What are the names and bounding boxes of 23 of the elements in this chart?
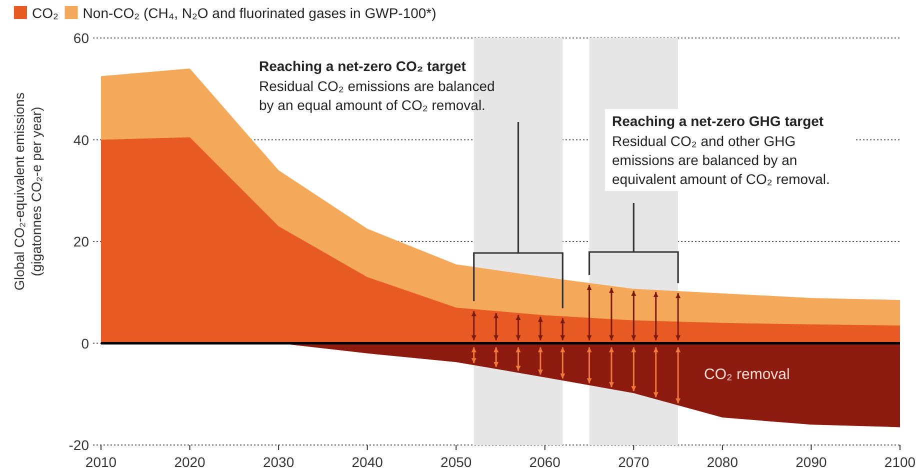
annotation: Reaching a net-zero CO₂ target bbox=[259, 58, 466, 74]
x-tick-label: 2100 bbox=[884, 454, 916, 470]
x-tick-label: 2010 bbox=[85, 454, 117, 470]
y-tick-label: 40 bbox=[73, 132, 90, 148]
x-tick-label: 2020 bbox=[174, 454, 206, 470]
annotation: Reaching a net-zero GHG target bbox=[612, 113, 824, 129]
legend-label: CO₂ bbox=[32, 5, 58, 21]
x-tick-label: 2050 bbox=[440, 454, 472, 470]
y-tick-label: 20 bbox=[73, 234, 90, 250]
annotation: Residual CO₂ emissions are balanced by an equal amount of CO₂ removal. bbox=[259, 78, 495, 113]
x-tick-label: 2030 bbox=[262, 454, 294, 470]
y-tick-label: -20 bbox=[68, 437, 90, 453]
legend-label: Non-CO₂ (CH₄, N₂O and fluorinated gases in GWP-100*) bbox=[82, 5, 436, 21]
y-tick-label: 0 bbox=[81, 335, 90, 352]
x-tick-label: 2040 bbox=[352, 454, 384, 470]
x-tick-label: 2090 bbox=[796, 454, 828, 470]
y-axis-title: Global CO₂-equivalent emissions (gigatonnes CO₂-e per year) bbox=[12, 92, 44, 291]
x-tick-label: 2080 bbox=[706, 454, 738, 470]
x-tick-label: 2060 bbox=[529, 454, 561, 470]
x-tick-label: 2070 bbox=[618, 454, 650, 470]
annotation: Residual CO₂ and other GHG emissions are balanced by an equivalent amount of CO₂ removal. bbox=[612, 133, 830, 187]
y-tick-label: 60 bbox=[73, 30, 90, 46]
series-label: CO₂ removal bbox=[704, 366, 790, 383]
